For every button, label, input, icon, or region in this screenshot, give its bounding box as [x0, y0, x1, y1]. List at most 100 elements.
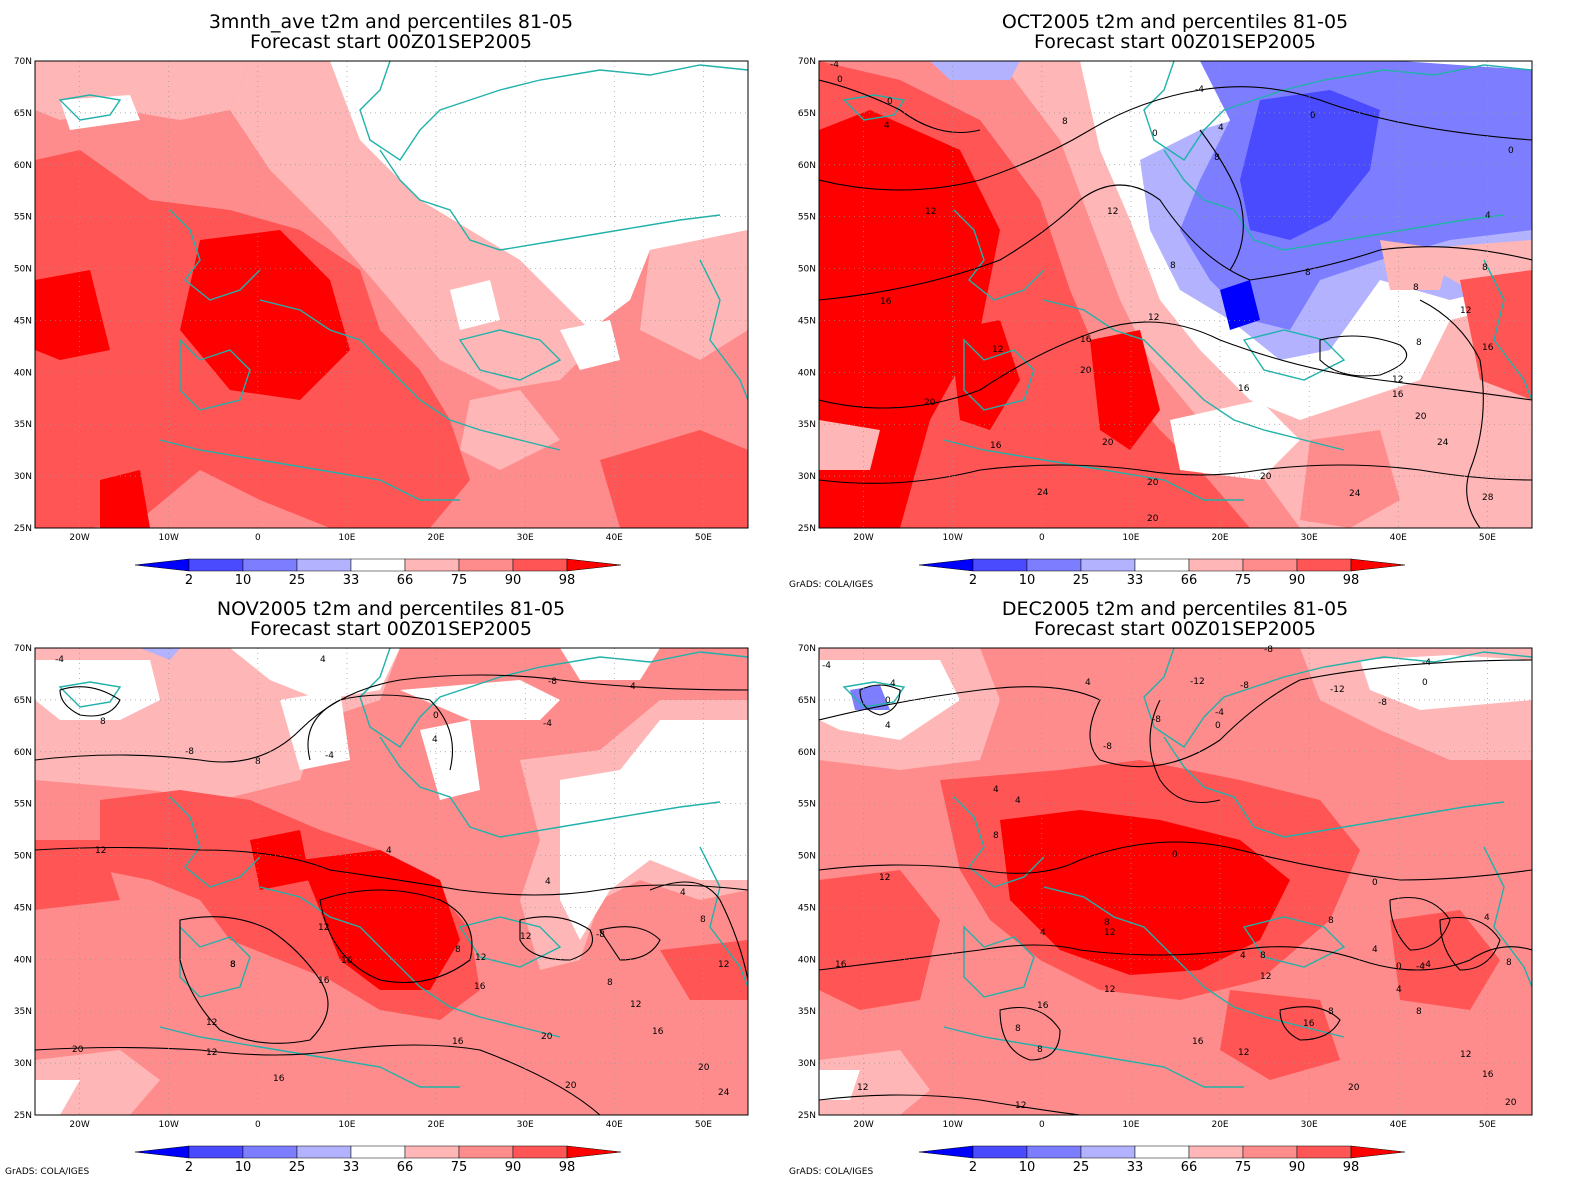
contour-label: 4 [1485, 211, 1491, 221]
contour-label: 4 [680, 888, 686, 898]
grads-credit: GrADS: COLA/IGES [5, 1167, 89, 1177]
colorbar-label: 66 [1181, 573, 1198, 588]
colorbar-segment [1242, 558, 1298, 572]
colorbar-label: 10 [1019, 1160, 1036, 1175]
colorbar-label: 2 [969, 573, 977, 588]
contour-label: 0 [433, 711, 439, 721]
contour-label: 12 [206, 1018, 217, 1028]
contour-label: 0 [837, 75, 843, 85]
lat-tick-label: 40N [14, 955, 32, 965]
colorbar-segment [296, 558, 352, 572]
contour-label: 16 [1080, 335, 1092, 345]
contour-label: 24 [718, 1088, 730, 1098]
lat-tick-label: 30N [14, 1059, 32, 1069]
lon-tick-label: 20W [853, 1120, 873, 1130]
contour-label: 8 [1062, 117, 1068, 127]
contour-label: 8 [1413, 283, 1419, 293]
contour-label: 20 [1348, 1083, 1360, 1093]
colorbar-label: 2 [969, 1160, 977, 1175]
contour-label: 12 [718, 960, 729, 970]
contour-label: 0 [1152, 129, 1158, 139]
contour-label: 16 [1037, 1001, 1049, 1011]
contour-label: 16 [1482, 1070, 1494, 1080]
contours [819, 659, 1532, 1115]
contour-label: -8 [1378, 698, 1387, 708]
lon-tick-label: 0 [255, 533, 261, 543]
contour-label: 8 [993, 831, 999, 841]
contour-label: 20 [541, 1032, 553, 1042]
colorbar-arrow-left [134, 558, 190, 572]
contour-label: 4 [993, 785, 999, 795]
colorbar-segment [1134, 558, 1190, 572]
contour-label: 16 [474, 982, 486, 992]
panel-title-line2: Forecast start 00Z01SEP2005 [1034, 31, 1316, 53]
contour-label: 16 [1392, 390, 1404, 400]
colorbar-segment [296, 1145, 352, 1159]
contour-label: -4 [543, 719, 552, 729]
colorbar-label: 98 [1343, 1160, 1360, 1175]
contour-label: 12 [1260, 972, 1271, 982]
colorbar-label: 75 [1235, 573, 1252, 588]
colorbar-label: 98 [559, 1160, 576, 1175]
colorbar-segment [242, 1145, 298, 1159]
colorbar-label: 75 [451, 573, 468, 588]
contour-label: 12 [1104, 928, 1115, 938]
colorbar-segment [1080, 558, 1136, 572]
contour-label: 4 [630, 682, 636, 692]
lon-tick-label: 50E [1479, 1120, 1496, 1130]
lon-tick-label: 30E [1301, 533, 1318, 543]
contour-label: 4 [1372, 945, 1378, 955]
panel-title-line1: OCT2005 t2m and percentiles 81-05 [1002, 11, 1348, 33]
colorbar-label: 10 [1019, 573, 1036, 588]
colorbar-label: 66 [397, 573, 414, 588]
lon-tick-label: 10E [338, 1120, 355, 1130]
contour-label: 4 [885, 721, 891, 731]
contour-label: 12 [1107, 207, 1118, 217]
lon-tick-label: 20W [853, 533, 873, 543]
lat-tick-label: 55N [798, 800, 816, 810]
contour-label: -12 [1330, 685, 1345, 695]
contour-label: 12 [1015, 1101, 1026, 1111]
colorbar-segment [404, 558, 460, 572]
contour-label: 8 [1416, 1007, 1422, 1017]
contour-label: -8 [548, 677, 557, 687]
contour-label: 16 [1482, 343, 1494, 353]
lat-tick-label: 45N [798, 903, 816, 913]
contour-label: 20 [1260, 472, 1272, 482]
contour-label: 12 [1460, 1050, 1471, 1060]
panel-dec: DEC2005 t2m and percentiles 81-05 Foreca… [819, 598, 1532, 1115]
lat-tick-label: 60N [798, 161, 816, 171]
contour-label: 4 [1085, 678, 1091, 688]
colorbar-arrow-right [566, 1145, 622, 1159]
lat-tick-label: 35N [14, 420, 32, 430]
lon-tick-label: 10E [1122, 533, 1139, 543]
lat-tick-label: 25N [798, 1111, 816, 1121]
lon-tick-label: 40E [1390, 1120, 1407, 1130]
lat-tick-label: 25N [14, 524, 32, 534]
colorbar-label: 10 [235, 1160, 252, 1175]
contour-label: -8 [1152, 715, 1161, 725]
colorbar-label: 25 [289, 573, 306, 588]
colorbar-label: 75 [451, 1160, 468, 1175]
contour-label: 8 [1305, 268, 1311, 278]
contour-label: 0 [1372, 878, 1378, 888]
lat-tick-label: 65N [798, 109, 816, 119]
contour-label: 8 [1214, 153, 1220, 163]
lat-tick-label: 50N [798, 265, 816, 275]
panel-title-line2: Forecast start 00Z01SEP2005 [1034, 618, 1316, 640]
contour-label: 12 [475, 953, 486, 963]
contour-label: 8 [607, 978, 613, 988]
coastlines [58, 61, 748, 501]
lon-tick-label: 10W [159, 533, 179, 543]
colorbar-segment [458, 1145, 514, 1159]
contour-label: 12 [206, 1048, 217, 1058]
contours [35, 674, 748, 1115]
contour-label: 12 [1238, 1048, 1249, 1058]
lat-tick-label: 70N [798, 644, 816, 654]
contour-label: 8 [230, 960, 236, 970]
panel-title-line2: Forecast start 00Z01SEP2005 [250, 31, 532, 53]
contour-label: 20 [1102, 438, 1114, 448]
contour-label: -4 [1416, 962, 1425, 972]
contour-label: 28 [1482, 493, 1494, 503]
